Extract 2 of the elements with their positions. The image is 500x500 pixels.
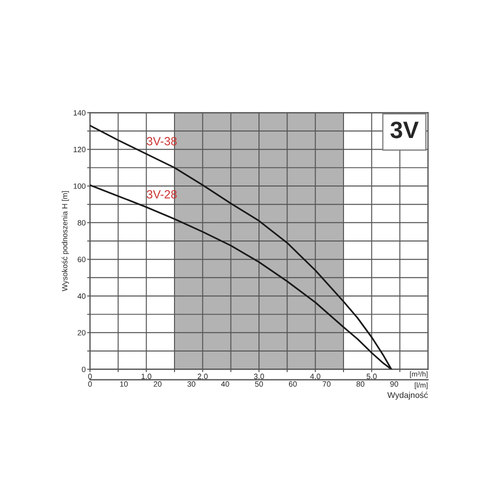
chart-title: 3V: [390, 122, 419, 138]
text: Wydajność: [387, 392, 428, 400]
